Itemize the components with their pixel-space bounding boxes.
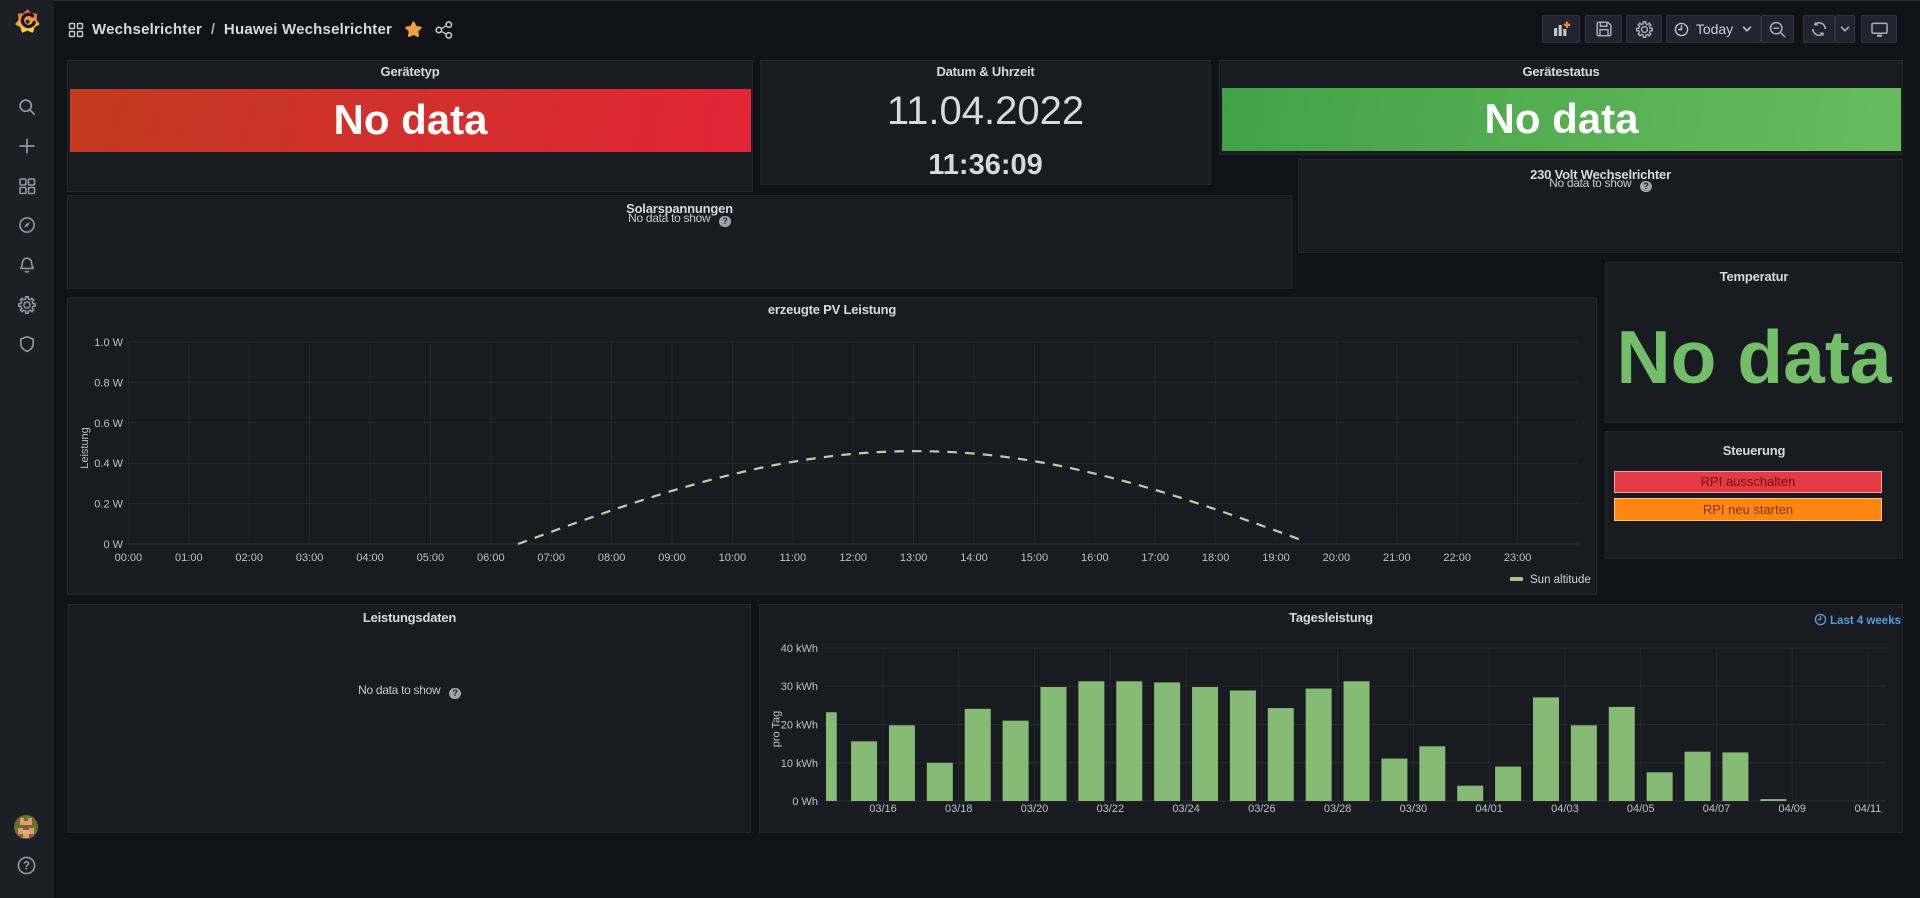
svg-text:11:00: 11:00 [779,552,806,564]
svg-text:03/16: 03/16 [869,803,897,815]
svg-text:14:00: 14:00 [960,552,988,564]
svg-text:Leistung: Leistung [79,427,91,469]
svg-text:pro Tag: pro Tag [771,711,783,748]
svg-text:03/26: 03/26 [1248,803,1276,815]
svg-text:03/28: 03/28 [1324,803,1352,815]
svg-text:0.8 W: 0.8 W [94,377,123,389]
svg-text:09:00: 09:00 [658,552,686,564]
svg-text:08:00: 08:00 [598,552,626,564]
svg-text:16:00: 16:00 [1081,552,1109,564]
svg-text:15:00: 15:00 [1021,552,1049,564]
svg-text:10 kWh: 10 kWh [781,758,818,770]
svg-text:?: ? [23,861,30,873]
svg-text:04/01: 04/01 [1475,803,1503,815]
svg-text:12:00: 12:00 [839,552,867,564]
svg-text:04/03: 04/03 [1551,803,1579,815]
svg-text:22:00: 22:00 [1443,552,1471,564]
svg-text:Last 4 weeks: Last 4 weeks [1830,615,1901,627]
svg-text:17:00: 17:00 [1141,552,1169,564]
svg-text:23:00: 23:00 [1504,552,1532,564]
svg-text:04/07: 04/07 [1703,803,1731,815]
svg-text:21:00: 21:00 [1383,552,1411,564]
svg-text:01:00: 01:00 [175,552,203,564]
svg-text:03/24: 03/24 [1172,803,1200,815]
svg-text:13:00: 13:00 [900,552,928,564]
svg-text:0 W: 0 W [103,539,123,551]
svg-text:18:00: 18:00 [1202,552,1230,564]
svg-text:04/11: 04/11 [1855,803,1882,815]
svg-text:20 kWh: 20 kWh [781,720,818,732]
svg-text:0.4 W: 0.4 W [94,458,123,470]
svg-text:0.2 W: 0.2 W [94,499,123,511]
svg-text:0.6 W: 0.6 W [94,418,123,430]
svg-text:19:00: 19:00 [1262,552,1290,564]
svg-text:04/05: 04/05 [1627,803,1655,815]
svg-text:03/22: 03/22 [1097,803,1125,815]
svg-text:03/30: 03/30 [1400,803,1428,815]
svg-text:04:00: 04:00 [356,552,384,564]
svg-text:1.0 W: 1.0 W [94,337,123,349]
svg-text:07:00: 07:00 [537,552,565,564]
svg-text:03/20: 03/20 [1021,803,1049,815]
svg-text:02:00: 02:00 [235,552,263,564]
svg-text:00:00: 00:00 [115,552,143,564]
svg-text:05:00: 05:00 [417,552,445,564]
svg-text:10:00: 10:00 [719,552,747,564]
svg-text:40 kWh: 40 kWh [781,643,818,655]
svg-text:03:00: 03:00 [296,552,324,564]
svg-text:04/09: 04/09 [1778,803,1806,815]
svg-text:30 kWh: 30 kWh [781,681,818,693]
svg-text:06:00: 06:00 [477,552,505,564]
svg-text:0 Wh: 0 Wh [792,796,818,808]
svg-text:Sun altitude: Sun altitude [1530,574,1591,586]
svg-text:20:00: 20:00 [1323,552,1351,564]
svg-text:03/18: 03/18 [945,803,973,815]
